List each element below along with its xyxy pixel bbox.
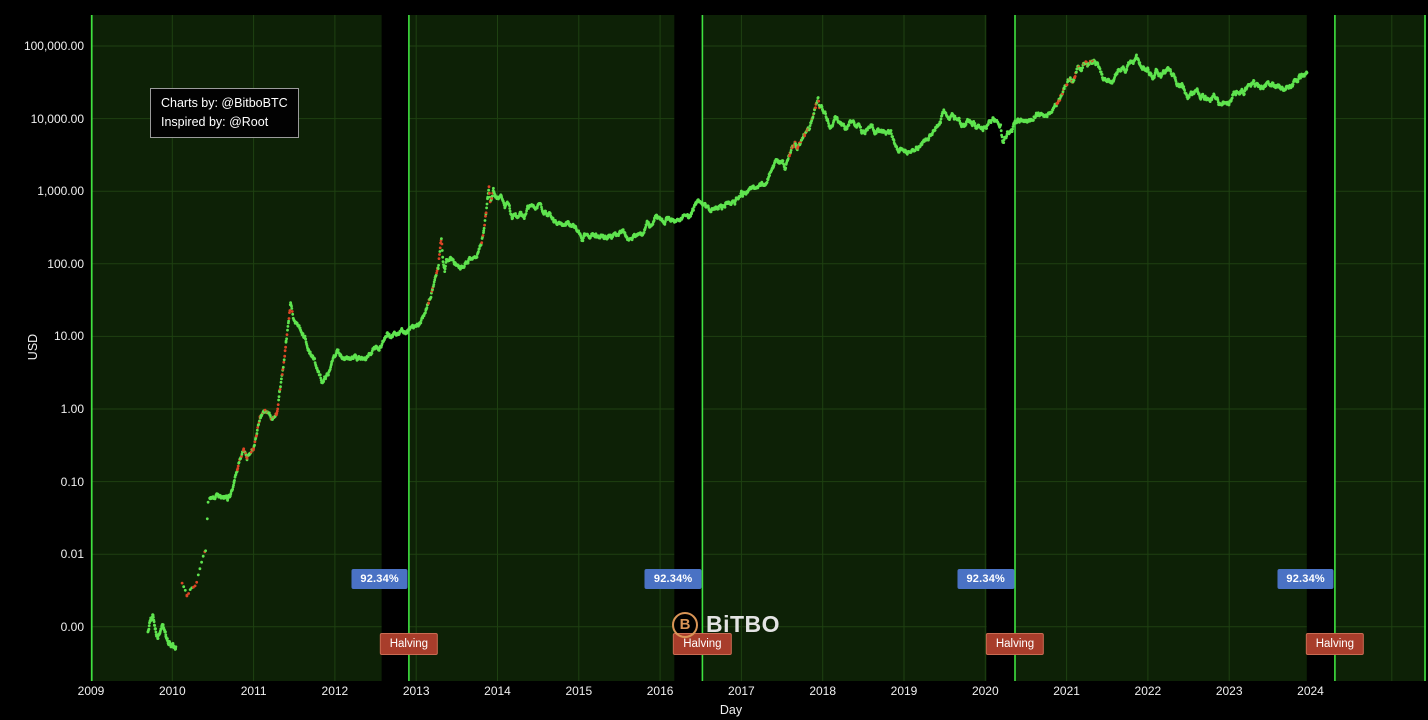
y-axis-title: USD xyxy=(26,333,40,361)
bitbo-watermark: B BiTBO xyxy=(672,611,780,638)
plot-background xyxy=(91,15,1426,681)
x-axis-title: Day xyxy=(719,703,743,717)
halving-lines-layer xyxy=(91,15,1426,681)
bitbo-wordmark: BiTBO xyxy=(706,611,781,637)
attribution-charts-by: Charts by: @BitboBTC xyxy=(161,96,288,110)
price-dots-layer xyxy=(146,53,1309,651)
bitbo-coin-icon: B xyxy=(672,611,698,638)
attribution-box: Charts by: @BitboBTC Inspired by: @Root xyxy=(150,88,299,138)
attribution-inspired-by: Inspired by: @Root xyxy=(161,115,269,129)
